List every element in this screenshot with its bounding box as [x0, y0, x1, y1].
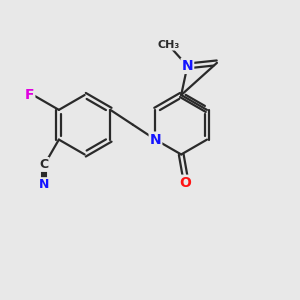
Text: N: N	[182, 59, 193, 73]
Text: F: F	[25, 88, 34, 102]
Text: N: N	[39, 178, 49, 191]
Text: C: C	[39, 158, 49, 171]
Text: CH₃: CH₃	[158, 40, 180, 50]
Text: O: O	[180, 176, 192, 190]
Text: N: N	[150, 133, 161, 147]
